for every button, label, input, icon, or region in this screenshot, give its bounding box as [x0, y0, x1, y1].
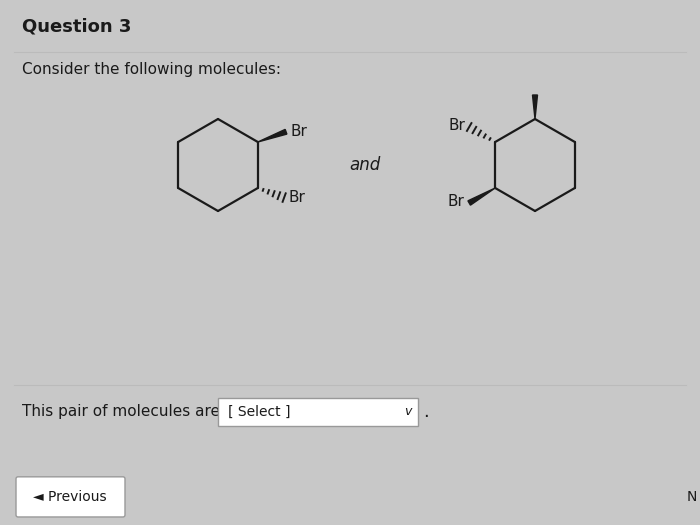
FancyBboxPatch shape — [218, 398, 418, 426]
Text: .: . — [423, 403, 428, 421]
Text: ◄ Previous: ◄ Previous — [33, 490, 107, 504]
Text: Br: Br — [447, 194, 464, 208]
Polygon shape — [258, 129, 287, 142]
Text: and: and — [349, 156, 381, 174]
Text: Br: Br — [448, 119, 466, 133]
Text: [ Select ]: [ Select ] — [228, 405, 290, 419]
Text: This pair of molecules are: This pair of molecules are — [22, 404, 220, 419]
Text: Br: Br — [290, 124, 307, 139]
Text: Br: Br — [288, 190, 305, 205]
Text: N: N — [687, 490, 697, 504]
Text: Consider the following molecules:: Consider the following molecules: — [22, 62, 281, 77]
FancyBboxPatch shape — [16, 477, 125, 517]
Text: v: v — [405, 405, 412, 418]
Polygon shape — [468, 188, 495, 205]
Polygon shape — [533, 95, 538, 119]
Text: Question 3: Question 3 — [22, 18, 132, 36]
